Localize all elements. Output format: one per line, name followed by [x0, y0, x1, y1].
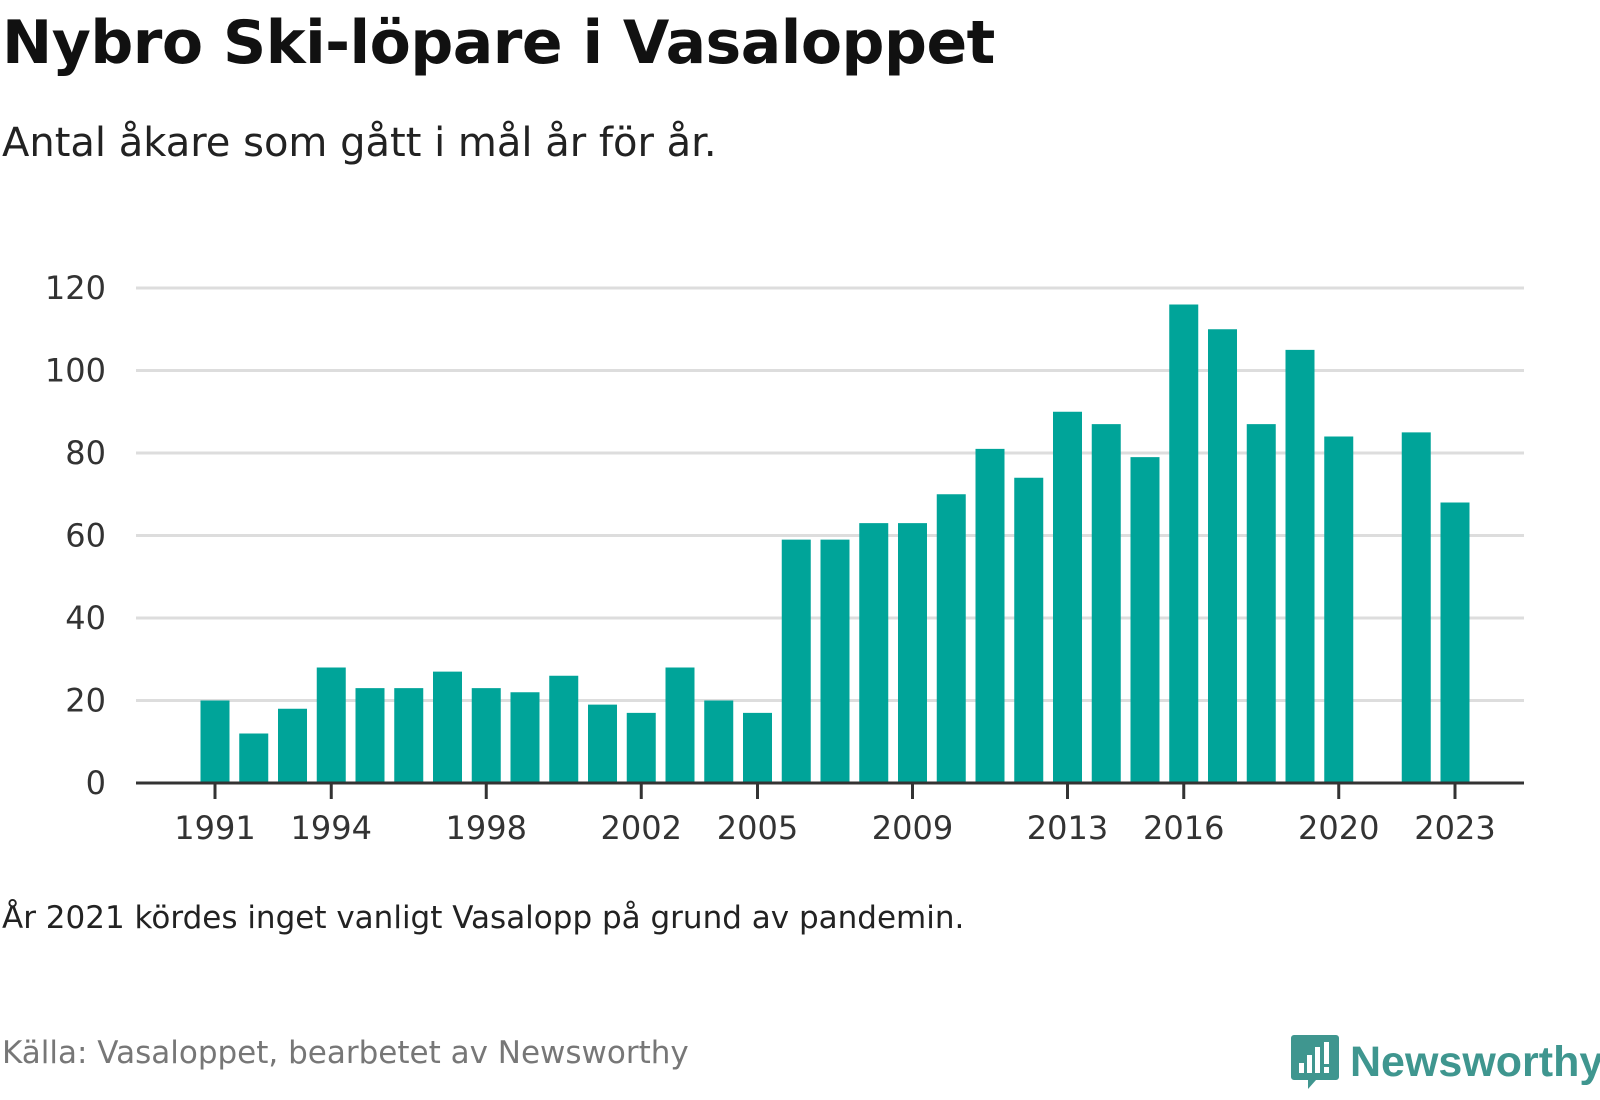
x-tick-label: 1998 [446, 809, 527, 847]
y-tick-label: 80 [65, 434, 106, 472]
bar-2015 [1130, 457, 1160, 783]
x-tick-label: 1994 [291, 809, 372, 847]
bar-2000 [549, 675, 579, 783]
bar-2011 [975, 448, 1005, 783]
bar-2019 [1285, 349, 1315, 783]
bar-1998 [471, 688, 501, 783]
x-tick-label: 2002 [601, 809, 682, 847]
logo-text: Newsworthy [1350, 1037, 1600, 1086]
bar-1992 [239, 733, 269, 783]
bar-1997 [433, 671, 462, 783]
y-tick-label: 120 [45, 269, 106, 307]
y-tick-label: 100 [45, 352, 106, 390]
bar-2017 [1208, 329, 1237, 783]
x-tick-label: 2020 [1298, 809, 1379, 847]
bar-1995 [355, 688, 385, 783]
chart-subtitle: Antal åkare som gått i mål år för år. [2, 120, 717, 166]
bar-2002 [626, 712, 656, 783]
y-tick-label: 0 [86, 764, 106, 802]
chart-title: Nybro Ski-löpare i Vasaloppet [2, 8, 995, 78]
bar-2018 [1246, 424, 1276, 783]
bar-2006 [781, 539, 811, 783]
bar-2004 [704, 700, 734, 783]
bar-2013 [1053, 411, 1082, 783]
bar-2016 [1169, 304, 1199, 783]
bars [200, 304, 1470, 783]
bar-2022 [1401, 432, 1431, 783]
x-tick-label: 2009 [872, 809, 953, 847]
bar-2001 [588, 704, 617, 783]
bar-1996 [394, 688, 424, 783]
bar-2009 [898, 523, 927, 783]
x-tick-label: 2016 [1143, 809, 1224, 847]
bar-1993 [278, 708, 307, 783]
bar-2014 [1091, 424, 1121, 783]
bar-2010 [936, 494, 966, 783]
bar-2012 [1014, 477, 1044, 783]
bar-2003 [665, 667, 695, 783]
bar-2007 [820, 539, 850, 783]
bar-1999 [510, 692, 540, 783]
x-tick-label: 1991 [174, 809, 255, 847]
bar-2023 [1440, 502, 1470, 783]
bar-1994 [316, 667, 346, 783]
bar-chart: 0 20 40 60 80 100 120 1991 1994 1998 2002 2005 2009 2… [45, 269, 1524, 847]
x-tick-label: 2005 [717, 809, 798, 847]
newsworthy-logo: Newsworthy [1290, 1030, 1600, 1094]
bar-2020 [1324, 436, 1354, 783]
y-tick-label: 40 [65, 599, 106, 637]
bar-1991 [200, 700, 230, 783]
bar-2008 [859, 523, 889, 783]
newsworthy-logo-icon [1291, 1035, 1339, 1089]
y-tick-label: 60 [65, 517, 106, 555]
x-tick-label: 2023 [1414, 809, 1495, 847]
axes: 0 20 40 60 80 100 120 1991 1994 1998 2002 2005 2009 2… [45, 269, 1524, 847]
bar-2005 [743, 712, 772, 783]
chart-note: År 2021 kördes inget vanligt Vasalopp på… [2, 900, 965, 936]
source-credit: Källa: Vasaloppet, bearbetet av Newswort… [2, 1035, 689, 1071]
x-tick-label: 2013 [1027, 809, 1108, 847]
y-tick-label: 20 [65, 682, 106, 720]
